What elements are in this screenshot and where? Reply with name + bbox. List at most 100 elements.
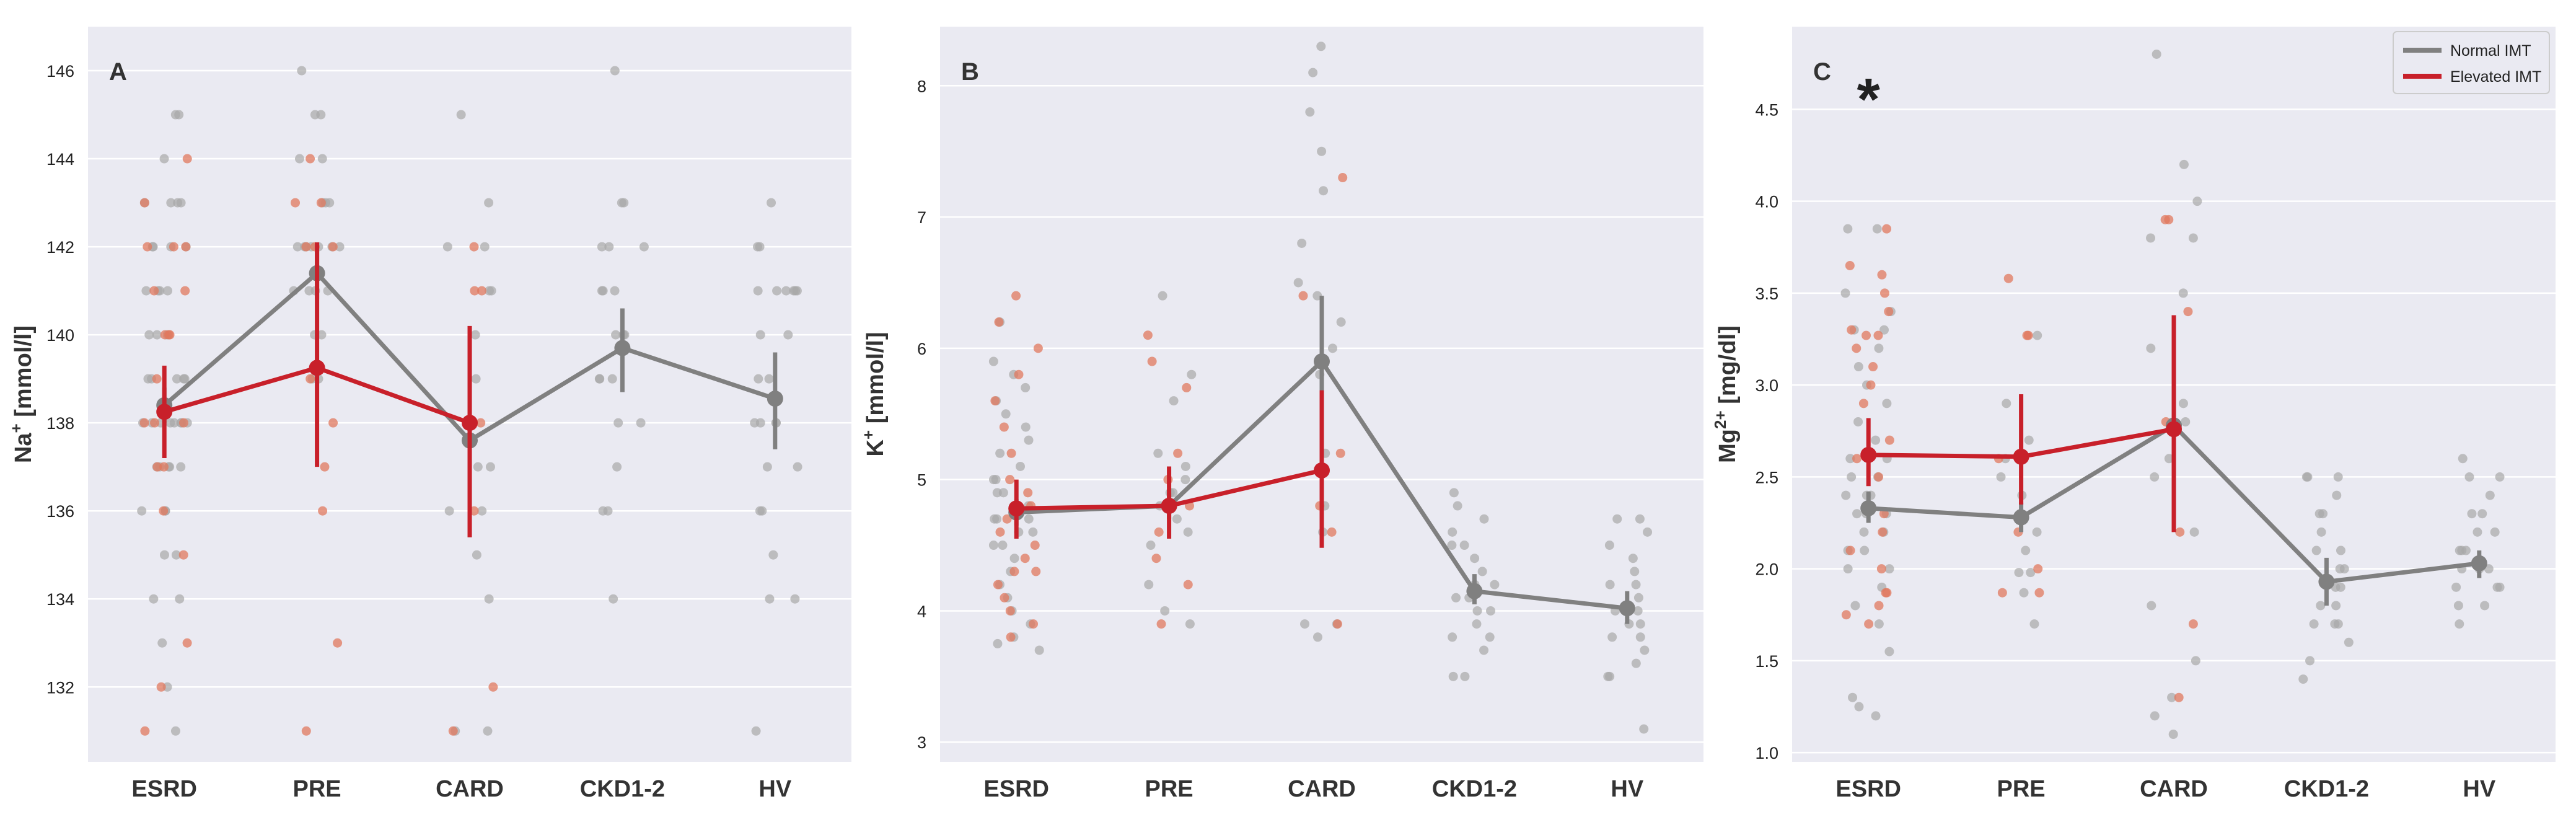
strip-point <box>1173 448 1183 458</box>
strip-point <box>144 330 154 340</box>
strip-point <box>1847 325 1857 335</box>
strip-point <box>2188 619 2198 629</box>
y-tick-label: 144 <box>46 150 74 169</box>
strip-point <box>1631 658 1641 668</box>
strip-point <box>166 198 176 208</box>
strip-point <box>2191 656 2200 666</box>
strip-point <box>325 198 335 208</box>
strip-point <box>1485 632 1495 642</box>
y-tick-label: 142 <box>46 238 74 257</box>
y-tick-label: 1.5 <box>1755 652 1778 671</box>
strip-point <box>1024 435 1034 445</box>
strip-point <box>1305 107 1315 117</box>
strip-point <box>170 726 180 736</box>
strip-point <box>1604 541 1614 550</box>
strip-point <box>2473 527 2482 537</box>
strip-point <box>2014 568 2024 578</box>
mean-point-normal <box>2471 555 2487 572</box>
strip-point <box>2174 692 2184 702</box>
strip-point <box>2490 527 2500 537</box>
x-tick-label: CKD1-2 <box>1432 776 1517 802</box>
strip-point <box>182 154 192 164</box>
strip-point <box>993 580 1003 590</box>
strip-point <box>2023 330 2033 340</box>
strip-point <box>306 374 315 384</box>
strip-point <box>1633 606 1643 616</box>
strip-point <box>1014 369 1024 379</box>
strip-point <box>1001 409 1011 419</box>
strip-point <box>764 374 774 384</box>
strip-point <box>1024 514 1034 524</box>
strip-point <box>2019 588 2029 598</box>
strip-point <box>1879 325 1889 335</box>
panel-label: B <box>961 58 979 86</box>
x-tick-label: PRE <box>293 776 341 802</box>
mean-point-elevated <box>2013 448 2029 465</box>
strip-point <box>597 242 607 252</box>
strip-point <box>448 726 458 736</box>
strip-point <box>1633 593 1643 603</box>
strip-point <box>1006 448 1016 458</box>
strip-point <box>1156 619 1166 629</box>
mean-point-normal <box>767 391 783 407</box>
strip-point <box>163 286 173 296</box>
strip-point <box>750 418 760 428</box>
y-axis-label: Na+ [mmol/l] <box>7 325 37 463</box>
strip-point <box>292 242 302 252</box>
strip-point <box>1151 554 1161 563</box>
x-tick-label: CARD <box>436 776 504 802</box>
mean-point-normal <box>1619 600 1635 617</box>
strip-point <box>304 286 314 296</box>
strip-point <box>1180 461 1190 471</box>
strip-point <box>1327 527 1337 537</box>
strip-point <box>137 506 147 516</box>
strip-point <box>171 550 181 560</box>
strip-point <box>2167 692 2177 702</box>
strip-point <box>152 374 162 384</box>
strip-point <box>139 198 149 208</box>
strip-point <box>1298 291 1308 301</box>
y-tick-label: 2.5 <box>1755 468 1778 487</box>
strip-point <box>1605 580 1615 590</box>
mean-point-normal <box>2318 573 2335 590</box>
strip-point <box>333 638 343 648</box>
strip-point <box>790 594 800 604</box>
strip-point <box>456 110 466 120</box>
strip-point <box>2298 674 2308 684</box>
strip-point <box>1143 330 1153 340</box>
strip-point <box>995 527 1005 537</box>
strip-point <box>1490 580 1500 590</box>
strip-point <box>1843 224 1853 234</box>
strip-point <box>1864 619 1874 629</box>
mean-point-normal <box>614 340 631 356</box>
strip-point <box>2455 619 2464 629</box>
strip-point <box>1180 475 1190 485</box>
strip-point <box>444 506 454 516</box>
strip-point <box>1640 645 1650 655</box>
strip-point <box>793 462 802 472</box>
strip-point <box>2152 49 2161 59</box>
strip-point <box>1859 527 1869 537</box>
x-tick-label: CKD1-2 <box>580 776 665 802</box>
x-tick-label: CARD <box>2140 776 2208 802</box>
x-tick-label: HV <box>758 776 791 802</box>
strip-point <box>175 594 185 604</box>
strip-point <box>2336 582 2345 592</box>
strip-point <box>1146 541 1156 550</box>
strip-point <box>1847 472 1857 482</box>
strip-point <box>607 374 617 384</box>
strip-point <box>2181 417 2191 426</box>
strip-point <box>159 154 169 164</box>
strip-point <box>150 418 160 428</box>
strip-point <box>485 462 495 472</box>
strip-point <box>988 541 998 550</box>
strip-point <box>1858 399 1868 408</box>
strip-point <box>1451 593 1461 603</box>
strip-point <box>182 638 192 648</box>
strip-point <box>1850 601 1860 611</box>
strip-point <box>152 330 162 340</box>
strip-point <box>1033 343 1043 353</box>
strip-point <box>1317 146 1327 156</box>
strip-point <box>2029 619 2039 629</box>
strip-point <box>1884 307 1894 317</box>
